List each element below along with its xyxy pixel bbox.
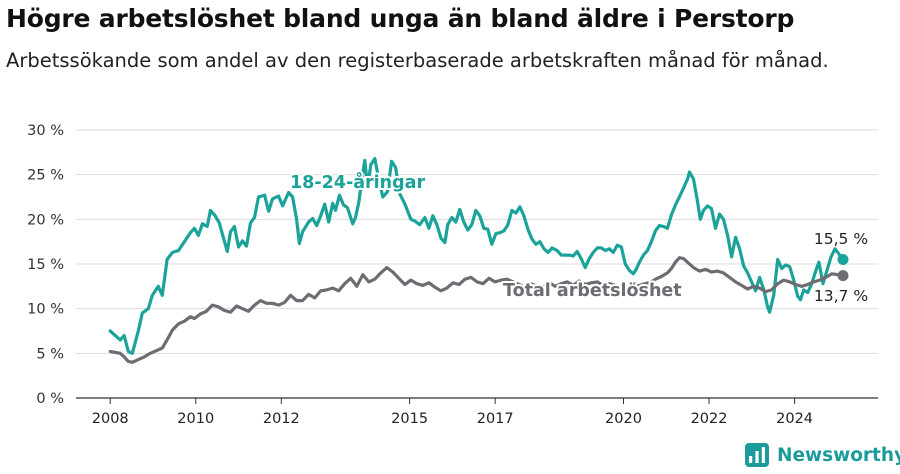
newsworthy-logo-icon	[745, 443, 769, 467]
y-tick-label-15: 15 %	[27, 257, 64, 273]
x-tick-label-2008: 2008	[92, 411, 129, 427]
series-label-youth: 18-24-åringar	[290, 171, 425, 193]
y-tick-label-5: 5 %	[36, 346, 64, 362]
brand-name: Newsworthy	[777, 444, 900, 466]
y-tick-label-30: 30 %	[27, 123, 64, 139]
x-tick-label-2012: 2012	[263, 411, 300, 427]
chart-title: Högre arbetslöshet bland unga än bland ä…	[6, 4, 795, 33]
x-axis: 2008 2010 2012 2015 2017 2020 2022 2024	[76, 397, 878, 427]
x-tick-label-2015: 2015	[391, 411, 428, 427]
total-line	[108, 256, 845, 364]
youth-line	[108, 157, 845, 355]
series-lines	[108, 157, 849, 364]
x-tick-label-2022: 2022	[691, 411, 728, 427]
end-label-total: 13,7 %	[814, 287, 868, 305]
x-tick-label-2010: 2010	[177, 411, 214, 427]
grid-lines	[76, 129, 878, 399]
y-tick-label-0: 0 %	[36, 391, 64, 407]
y-tick-label-20: 20 %	[27, 212, 64, 228]
x-tick-label-2020: 2020	[605, 411, 642, 427]
chart-subtitle: Arbetssökande som andel av den registerb…	[6, 49, 829, 72]
y-tick-label-25: 25 %	[27, 168, 64, 184]
youth-end-point	[837, 254, 849, 266]
x-tick-label-2017: 2017	[477, 411, 514, 427]
total-end-point	[837, 270, 849, 282]
newsworthy-brand: Newsworthy	[745, 443, 900, 467]
series-labels: 18-24-åringar Total arbetslöshet 15,5 % 13,…	[288, 169, 868, 305]
y-tick-label-10: 10 %	[27, 302, 64, 318]
series-label-total: Total arbetslöshet	[503, 281, 682, 301]
total-series	[108, 256, 849, 364]
end-label-youth: 15,5 %	[814, 230, 868, 248]
y-axis-tick-labels: 0 % 5 % 10 % 15 % 20 % 25 % 30 %	[27, 123, 64, 407]
youth-series	[108, 157, 849, 355]
x-tick-label-2024: 2024	[776, 411, 813, 427]
